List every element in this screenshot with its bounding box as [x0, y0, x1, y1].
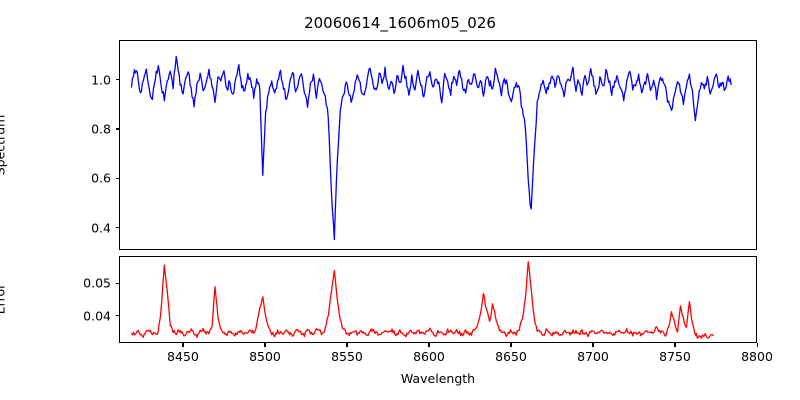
- spectrum-y-tick-label: 1.0: [91, 72, 111, 88]
- error-y-tick-label: 0.05: [83, 275, 111, 291]
- error-y-tick-label: 0.04: [83, 308, 111, 324]
- x-tick: [264, 343, 266, 347]
- error-line-series: [130, 261, 714, 339]
- spectrum-y-tick: [115, 227, 119, 229]
- x-tick-label: 8500: [249, 349, 281, 364]
- x-tick-label: 8450: [167, 349, 199, 364]
- spectrum-line-series: [130, 55, 732, 241]
- spectrum-y-tick-label: 0.6: [91, 170, 111, 186]
- spectrum-y-axis-label: Spectrum: [0, 114, 8, 176]
- spectrum-axes: [119, 40, 757, 250]
- x-tick-label: 8600: [413, 349, 445, 364]
- spectrum-y-tick-label: 0.8: [91, 121, 111, 137]
- figure-title: 20060614_1606m05_026: [304, 14, 496, 32]
- x-tick: [510, 343, 512, 347]
- x-tick-label: 8750: [659, 349, 691, 364]
- x-tick: [674, 343, 676, 347]
- x-tick: [756, 343, 758, 347]
- x-tick: [182, 343, 184, 347]
- error-axes: [119, 256, 757, 343]
- spectrum-y-tick: [115, 128, 119, 130]
- spectrum-y-tick: [115, 79, 119, 81]
- error-y-tick: [115, 315, 119, 317]
- x-tick: [428, 343, 430, 347]
- error-y-axis-label: Error: [0, 283, 8, 315]
- x-tick-label: 8550: [331, 349, 363, 364]
- x-tick-label: 8800: [741, 349, 773, 364]
- x-tick: [346, 343, 348, 347]
- x-axis-label: Wavelength: [400, 371, 476, 386]
- x-tick: [592, 343, 594, 347]
- x-tick-label: 8650: [495, 349, 527, 364]
- spectrum-y-tick: [115, 177, 119, 179]
- error-y-tick: [115, 282, 119, 284]
- x-tick-label: 8700: [577, 349, 609, 364]
- spectrum-y-tick-label: 0.4: [91, 220, 111, 236]
